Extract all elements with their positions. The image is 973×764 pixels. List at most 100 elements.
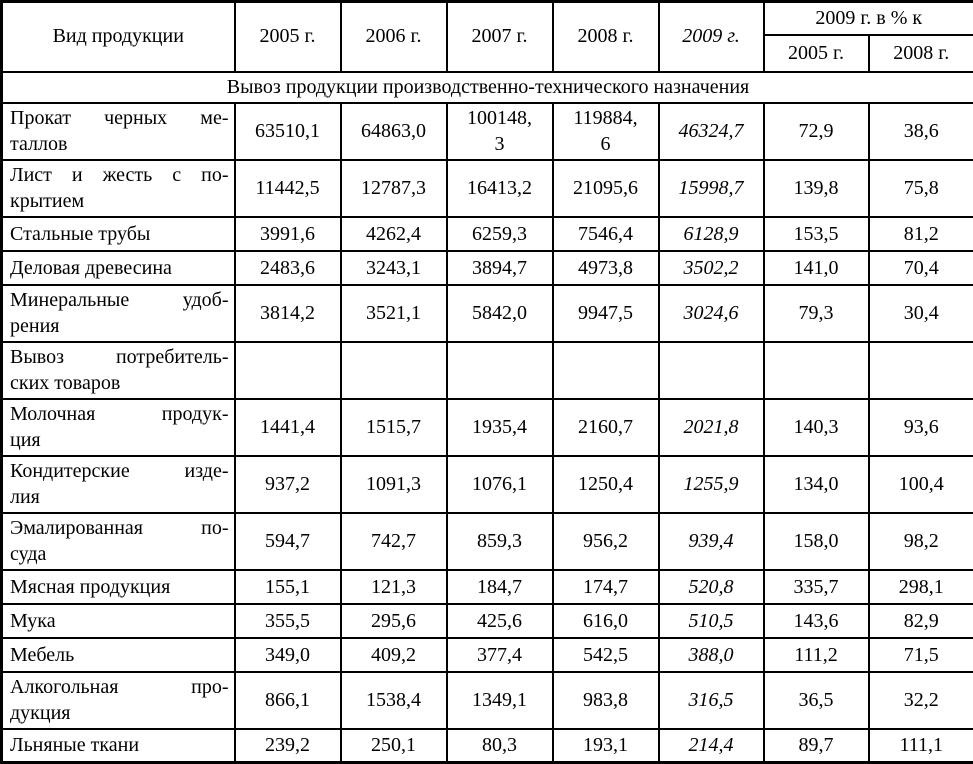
value-cell: 1250,4 — [553, 456, 659, 513]
product-label: Мясная продукция — [2, 570, 235, 604]
column-header-2008: 2008 г. — [553, 2, 659, 72]
value-cell: 38,6 — [869, 103, 973, 160]
product-label: Деловая древесина — [2, 251, 235, 285]
value-cell: 425,6 — [447, 604, 553, 638]
value-cell: 1441,4 — [235, 399, 341, 456]
value-cell: 100,4 — [869, 456, 973, 513]
value-cell: 11442,5 — [235, 160, 341, 217]
value-cell — [235, 342, 341, 399]
value-cell: 134,0 — [764, 456, 869, 513]
value-cell: 616,0 — [553, 604, 659, 638]
value-cell: 3024,6 — [659, 285, 764, 342]
value-cell: 72,9 — [764, 103, 869, 160]
value-cell — [659, 342, 764, 399]
value-cell: 6259,3 — [447, 217, 553, 251]
value-cell: 7546,4 — [553, 217, 659, 251]
value-cell: 139,8 — [764, 160, 869, 217]
product-label: Мебель — [2, 638, 235, 672]
value-cell: 111,1 — [869, 729, 973, 763]
column-header-product-type: Вид продукции — [2, 2, 235, 72]
table-row: Вывоз потребитель-ских товаров — [2, 342, 973, 399]
value-cell: 3991,6 — [235, 217, 341, 251]
column-header-2006: 2006 г. — [341, 2, 447, 72]
value-cell: 316,5 — [659, 672, 764, 729]
column-header-2009: 2009 г. — [659, 2, 764, 72]
product-label: Лист и жесть с по-крытием — [2, 160, 235, 217]
value-cell: 3243,1 — [341, 251, 447, 285]
value-cell: 100148, 3 — [447, 103, 553, 160]
value-cell: 1515,7 — [341, 399, 447, 456]
value-cell: 71,5 — [869, 638, 973, 672]
value-cell: 79,3 — [764, 285, 869, 342]
section-row: Вывоз продукции производственно-техничес… — [2, 72, 973, 103]
value-cell: 3521,1 — [341, 285, 447, 342]
value-cell: 46324,7 — [659, 103, 764, 160]
value-cell: 5842,0 — [447, 285, 553, 342]
value-cell — [764, 342, 869, 399]
product-label: Вывоз потребитель-ских товаров — [2, 342, 235, 399]
value-cell: 510,5 — [659, 604, 764, 638]
value-cell: 121,3 — [341, 570, 447, 604]
product-label: Минеральные удоб-рения — [2, 285, 235, 342]
value-cell: 3502,2 — [659, 251, 764, 285]
value-cell: 30,4 — [869, 285, 973, 342]
product-label: Мука — [2, 604, 235, 638]
value-cell: 388,0 — [659, 638, 764, 672]
value-cell: 2483,6 — [235, 251, 341, 285]
value-cell: 1091,3 — [341, 456, 447, 513]
value-cell: 520,8 — [659, 570, 764, 604]
value-cell: 98,2 — [869, 513, 973, 570]
value-cell: 111,2 — [764, 638, 869, 672]
value-cell: 70,4 — [869, 251, 973, 285]
value-cell: 214,4 — [659, 729, 764, 763]
value-cell: 63510,1 — [235, 103, 341, 160]
column-header-2005: 2005 г. — [235, 2, 341, 72]
value-cell: 983,8 — [553, 672, 659, 729]
value-cell: 1076,1 — [447, 456, 553, 513]
value-cell: 12787,3 — [341, 160, 447, 217]
value-cell: 80,3 — [447, 729, 553, 763]
value-cell: 956,2 — [553, 513, 659, 570]
value-cell: 866,1 — [235, 672, 341, 729]
value-cell: 377,4 — [447, 638, 553, 672]
value-cell: 1349,1 — [447, 672, 553, 729]
value-cell: 174,7 — [553, 570, 659, 604]
value-cell: 81,2 — [869, 217, 973, 251]
value-cell: 89,7 — [764, 729, 869, 763]
value-cell: 742,7 — [341, 513, 447, 570]
value-cell: 75,8 — [869, 160, 973, 217]
value-cell: 36,5 — [764, 672, 869, 729]
value-cell: 1935,4 — [447, 399, 553, 456]
value-cell: 939,4 — [659, 513, 764, 570]
value-cell: 295,6 — [341, 604, 447, 638]
product-label: Алкогольная про-дукция — [2, 672, 235, 729]
value-cell: 298,1 — [869, 570, 973, 604]
value-cell: 335,7 — [764, 570, 869, 604]
column-header-percent-group: 2009 г. в % к — [764, 2, 973, 35]
value-cell: 542,5 — [553, 638, 659, 672]
value-cell: 250,1 — [341, 729, 447, 763]
value-cell: 140,3 — [764, 399, 869, 456]
value-cell: 141,0 — [764, 251, 869, 285]
column-header-percent-2008: 2008 г. — [869, 35, 973, 72]
value-cell: 82,9 — [869, 604, 973, 638]
product-label: Прокат черных ме-таллов — [2, 103, 235, 160]
product-label: Стальные трубы — [2, 217, 235, 251]
value-cell: 16413,2 — [447, 160, 553, 217]
value-cell: 32,2 — [869, 672, 973, 729]
header-row-top: Вид продукции 2005 г. 2006 г. 2007 г. 20… — [2, 2, 973, 35]
value-cell: 1255,9 — [659, 456, 764, 513]
value-cell: 4262,4 — [341, 217, 447, 251]
value-cell: 15998,7 — [659, 160, 764, 217]
